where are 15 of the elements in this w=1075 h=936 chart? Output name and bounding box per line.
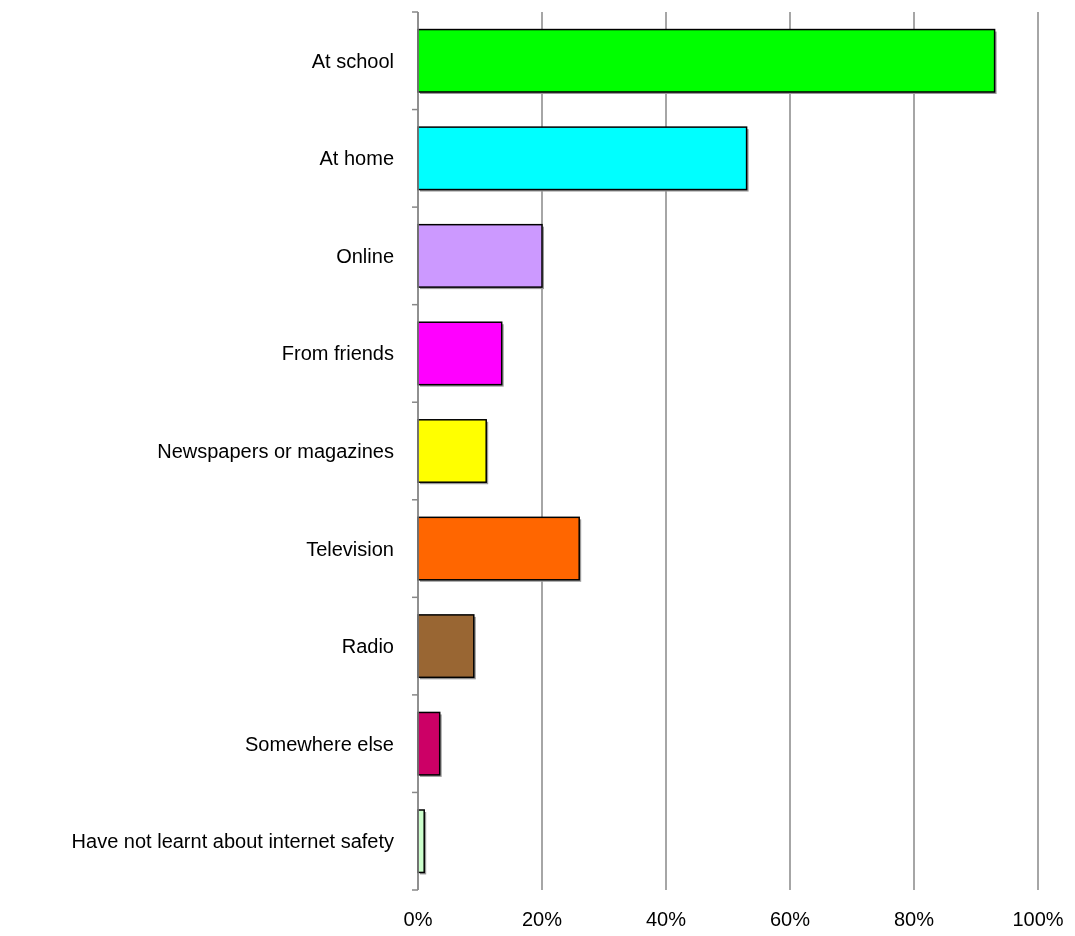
y-tick-label: Online <box>336 244 394 267</box>
y-tick-label: At school <box>311 49 394 72</box>
x-tick-label: 20% <box>521 908 563 930</box>
x-tick-label: 60% <box>769 908 811 930</box>
y-tick-label: Radio <box>341 635 394 658</box>
x-tick-label: 100% <box>1012 908 1064 930</box>
y-tick-label: From friends <box>281 342 394 365</box>
y-tick-label: Have not learnt about internet safety <box>71 830 394 853</box>
x-tick-label: 40% <box>645 908 687 930</box>
y-tick-label: At home <box>319 147 394 170</box>
x-tick-label: 80% <box>893 908 935 930</box>
y-tick-label: Newspapers or magazines <box>157 440 394 462</box>
y-tick-label: Television <box>306 537 394 560</box>
y-tick-label: Somewhere else <box>245 732 394 755</box>
x-tick-label: 0% <box>403 908 433 930</box>
